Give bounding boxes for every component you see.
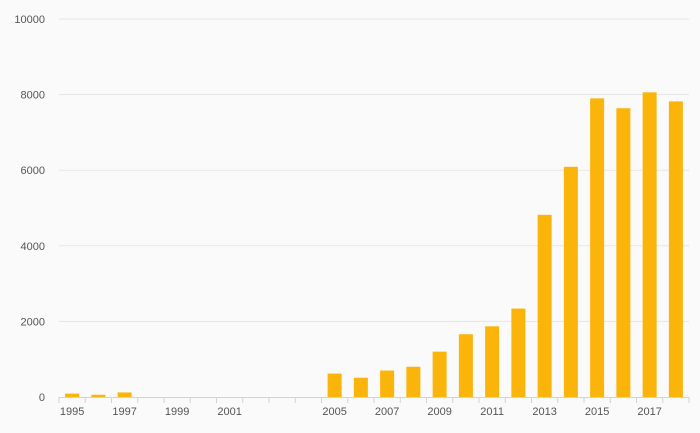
- bar-2006: [353, 377, 368, 397]
- bar-2005: [327, 373, 342, 397]
- bar-2010: [458, 334, 473, 397]
- y-tick-label: 10000: [14, 14, 45, 26]
- x-tick-label: 2013: [532, 406, 556, 418]
- bar-2014: [563, 166, 578, 397]
- x-tick-label: 2015: [585, 406, 609, 418]
- x-tick-label: 2001: [217, 406, 241, 418]
- y-axis-ticks: 0 2000 4000 6000 8000 10000: [14, 14, 45, 404]
- x-tick-label: 2005: [322, 406, 346, 418]
- bar-2008: [406, 366, 421, 397]
- x-tick-label: 2011: [480, 406, 504, 418]
- bar-2007: [380, 370, 395, 397]
- bar-2015: [590, 98, 605, 397]
- x-tick-label: 2017: [637, 406, 661, 418]
- bar-2016: [616, 108, 631, 397]
- bar-2013: [537, 214, 552, 397]
- y-tick-label: 6000: [21, 165, 45, 177]
- bar-2011: [485, 326, 500, 397]
- y-tick-label: 4000: [21, 241, 45, 253]
- x-tick-label: 2007: [375, 406, 399, 418]
- x-tick-label: 1995: [60, 406, 84, 418]
- y-tick-label: 0: [39, 392, 45, 404]
- bar-1996: [91, 394, 106, 397]
- bars: [65, 92, 683, 398]
- bar-1997: [117, 392, 132, 397]
- bar-2012: [511, 308, 526, 397]
- gridlines: [59, 18, 689, 322]
- bar-2017: [642, 92, 657, 397]
- x-tick-label: 1997: [112, 406, 136, 418]
- x-axis-ticks: 1995 1997 1999 2001 2005 2007 2009 2011 2013 2015…: [58, 397, 690, 418]
- y-tick-label: 8000: [21, 90, 45, 102]
- y-tick-label: 2000: [21, 316, 45, 328]
- bar-1995: [65, 393, 80, 397]
- bar-2009: [432, 351, 447, 397]
- x-tick-label: 1999: [165, 406, 189, 418]
- x-tick-label: 2009: [427, 406, 451, 418]
- bar-2018: [668, 101, 683, 398]
